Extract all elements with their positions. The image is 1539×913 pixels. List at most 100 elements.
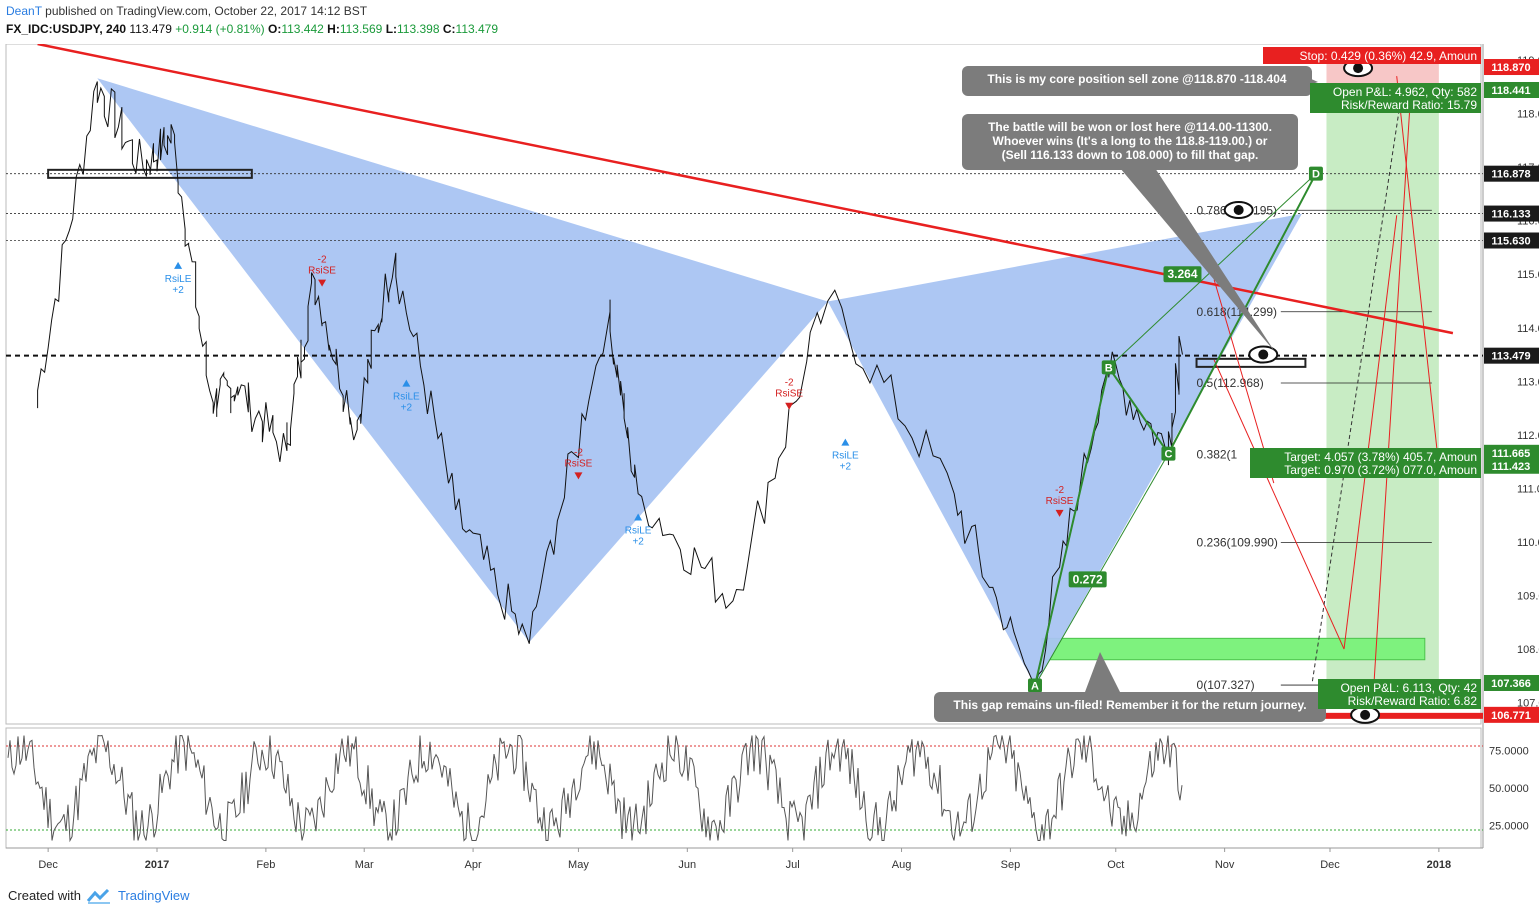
close-value: 113.479 (455, 22, 499, 36)
abcd-point-label: C (1164, 449, 1172, 461)
callout-sell-zone: This is my core position sell zone @118.… (962, 66, 1318, 96)
price-tag-label: 118.870 (1491, 62, 1530, 74)
tradingview-logo-icon (86, 888, 110, 904)
symbol-name: FX_IDC:USDJPY, 240 (6, 22, 127, 36)
rsi-tick-label: 50.0000 (1489, 783, 1529, 795)
eye-pupil (1360, 709, 1371, 720)
y-tick-label: 118.000 (1517, 109, 1539, 121)
ratio-badge-text: 3.264 (1167, 267, 1197, 281)
close-label: C: (442, 22, 456, 36)
projection-line-0 (1213, 359, 1345, 650)
symbol-line: FX_IDC:USDJPY, 240 113.479 +0.914 (+0.81… (6, 22, 498, 36)
price-tag-3: 116.133 (1484, 205, 1539, 222)
signal-count: +2 (632, 537, 644, 548)
abcd-point-B: B (1101, 360, 1116, 375)
fib-label-1: 0.618(114.299) (1197, 305, 1278, 319)
price-tag-box (1484, 674, 1539, 691)
signal-label: RsiLE (625, 526, 652, 537)
position-text: Risk/Reward Ratio: 15.79 (1341, 98, 1477, 112)
price-tag-label: 111.423 (1492, 461, 1531, 473)
position-text: Open P&L: 6.113, Qty: 42 (1340, 681, 1477, 695)
price-tag-6: 111.665 (1484, 444, 1539, 461)
y-tick-label: 107.000 (1517, 698, 1539, 710)
price-tag-4: 115.630 (1484, 232, 1539, 249)
position-box (1250, 448, 1481, 478)
ratio-badge-box (1068, 571, 1107, 588)
price-tag-7: 111.423 (1484, 457, 1539, 474)
signal-arrow (318, 279, 327, 287)
x-tick-label: Sep (1001, 859, 1021, 871)
eye-pupil (1233, 204, 1244, 215)
price-tag-label: 106.771 (1491, 710, 1531, 722)
callout-pointer (1085, 652, 1120, 692)
y-tick-label: 109.000 (1517, 590, 1539, 602)
author-link[interactable]: DeanT (6, 4, 42, 18)
price-chart[interactable]: 0.786(116.195)0.618(114.299)0.5(112.968)… (0, 44, 1539, 882)
callout-battle-zone: The battle will be won or lost here @114… (962, 114, 1298, 352)
x-tick-label: Dec (38, 859, 58, 871)
high-value: 113.569 (339, 22, 383, 36)
callout-text: This gap remains un-filed! Remember it f… (953, 698, 1306, 712)
position-box (1318, 679, 1481, 709)
signal-arrow (841, 438, 850, 446)
fib-label-4: 0.236(109.990) (1197, 535, 1278, 549)
fib-label-3: 0.382(1 (1197, 447, 1238, 461)
tradingview-link[interactable]: TradingView (118, 888, 190, 903)
chart-header: DeanT published on TradingView.com, Octo… (0, 0, 1539, 46)
price-tag-box (1484, 706, 1539, 723)
signal-long-2: RsiLE+2 (393, 379, 420, 414)
x-tick-label: Oct (1107, 859, 1124, 871)
signal-long-6: RsiLE+2 (832, 438, 859, 473)
signal-count: -2 (318, 255, 327, 266)
price-tag-9: 106.771 (1484, 706, 1539, 723)
eye-icon (1350, 705, 1381, 724)
price-tag-box (1484, 59, 1539, 76)
footer: Created with TradingView (0, 882, 1539, 913)
abcd-point-box (1308, 166, 1323, 181)
price-tag-box (1484, 457, 1539, 474)
eye-icon (1248, 345, 1279, 364)
x-tick-label: May (568, 859, 589, 871)
ratio-badge-box (1163, 266, 1202, 283)
position-text: Target: 0.970 (3.72%) 077.0, Amoun (1284, 463, 1477, 477)
price-tag-box (1484, 347, 1539, 364)
y-tick-label: 114.000 (1517, 323, 1539, 335)
callout-text: This is my core position sell zone @118.… (987, 72, 1287, 86)
signal-label: RsiLE (393, 392, 420, 403)
y-tick-label: 110.000 (1517, 537, 1539, 549)
signal-count: -2 (785, 378, 794, 389)
x-tick-label: Nov (1215, 859, 1235, 871)
abcd-point-A: A (1027, 678, 1042, 693)
harmonic-xab-triangle (97, 78, 828, 643)
signal-arrow (402, 379, 411, 387)
callout-text: Whoever wins (It's a long to the 118.8-1… (993, 134, 1268, 148)
target-position-box: Target: 4.057 (3.78%) 405.7, AmounTarget… (1250, 448, 1481, 478)
price-tag-label: 116.878 (1491, 169, 1530, 181)
abcd-point-box (1161, 446, 1176, 461)
abcd-pattern-line (1034, 173, 1317, 686)
y-tick-label: 112.000 (1517, 430, 1539, 442)
fib-label-5: 0(107.327) (1197, 678, 1255, 692)
callout-box (934, 692, 1326, 722)
eye-pupil (1353, 63, 1364, 74)
position-text: Open P&L: 4.962, Qty: 582 (1333, 85, 1477, 99)
abcd-point-label: A (1031, 680, 1039, 692)
abcd-ac-line (1034, 453, 1169, 686)
signal-short-3: RsiSE-2 (565, 447, 593, 480)
callout-box (962, 66, 1312, 96)
signal-count: +2 (840, 462, 852, 473)
low-label: L: (385, 22, 398, 36)
long-target-zone (1326, 89, 1439, 683)
signal-long-0: RsiLE+2 (165, 261, 192, 296)
callout-text: The battle will be won or lost here @114… (988, 120, 1272, 134)
position-box (1310, 83, 1481, 113)
ratio-badge-1: 0.272 (1068, 571, 1107, 588)
position-text: Target: 4.057 (3.78%) 405.7, Amoun (1284, 450, 1477, 464)
callout-pointer (1120, 168, 1275, 352)
position-text: Stop: 0.429 (0.36%) 42.9, Amoun (1300, 49, 1477, 63)
price-tag-1: 118.441 (1484, 81, 1539, 98)
publish-line: DeanT published on TradingView.com, Octo… (6, 4, 367, 18)
signal-long-4: RsiLE+2 (625, 513, 652, 548)
rsi-tick-label: 75.0000 (1489, 746, 1529, 758)
